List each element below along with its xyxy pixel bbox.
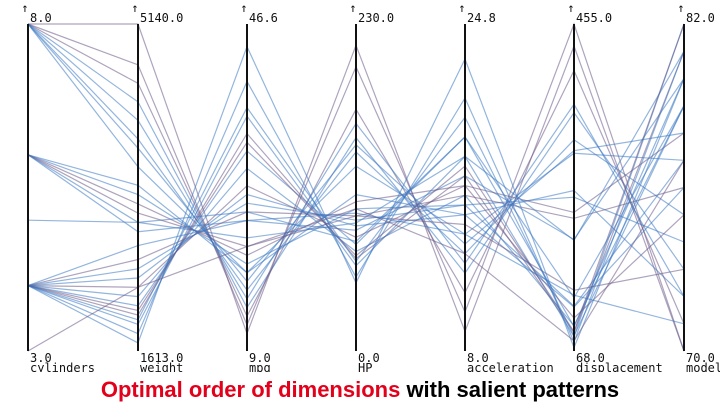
axis-name[interactable]: cylinders [30, 361, 95, 372]
axis-arrow-icon[interactable]: ↑ [21, 1, 28, 15]
axis-max-label: 46.6 [249, 11, 278, 25]
axis-max-label: 230.0 [358, 11, 394, 25]
axis-max-label: 455.0 [576, 11, 612, 25]
axis-min-label: 68.0 [576, 351, 605, 365]
axis-min-label: 70.0 [686, 351, 715, 365]
axis-arrow-icon[interactable]: ↑ [349, 1, 356, 15]
axis-hp: ↑230.0 0.0HP [349, 1, 394, 372]
axis-max-label: 82.0 [686, 11, 715, 25]
axis-name[interactable]: HP [358, 361, 372, 372]
caption-rest: with salient patterns [400, 377, 620, 402]
axis-max-label: 5140.0 [140, 11, 183, 25]
axis-arrow-icon[interactable]: ↑ [567, 1, 574, 15]
axis-min-label: 8.0 [467, 351, 489, 365]
axis-min-label: 3.0 [30, 351, 52, 365]
axis-arrow-icon[interactable]: ↑ [677, 1, 684, 15]
parallel-coordinates-chart: ↑8.03.0cylinders↑5140.01613.0weight↑46.6… [21, 1, 720, 372]
axis-name[interactable]: weight [140, 361, 183, 372]
caption-highlight: Optimal order of dimensions [100, 377, 401, 402]
axis-name[interactable]: acceleration [467, 361, 554, 372]
axis-name[interactable]: displacement [576, 361, 663, 372]
axis-arrow-icon[interactable]: ↑ [240, 1, 247, 15]
axis-arrow-icon[interactable]: ↑ [131, 1, 138, 15]
axis-max-label: 24.8 [467, 11, 496, 25]
caption: Optimal order of dimensions with salient… [0, 377, 720, 403]
axis-arrow-icon[interactable]: ↑ [458, 1, 465, 15]
axis-min-label: 9.0 [249, 351, 271, 365]
axis-name[interactable]: mpg [249, 361, 271, 372]
axis-name[interactable]: model [686, 361, 720, 372]
axis-min-label: 0.0 [358, 351, 380, 365]
axis-min-label: 1613.0 [140, 351, 183, 365]
axes: ↑8.03.0cylinders↑5140.01613.0weight↑46.6… [21, 1, 720, 372]
axis-max-label: 8.0 [30, 11, 52, 25]
